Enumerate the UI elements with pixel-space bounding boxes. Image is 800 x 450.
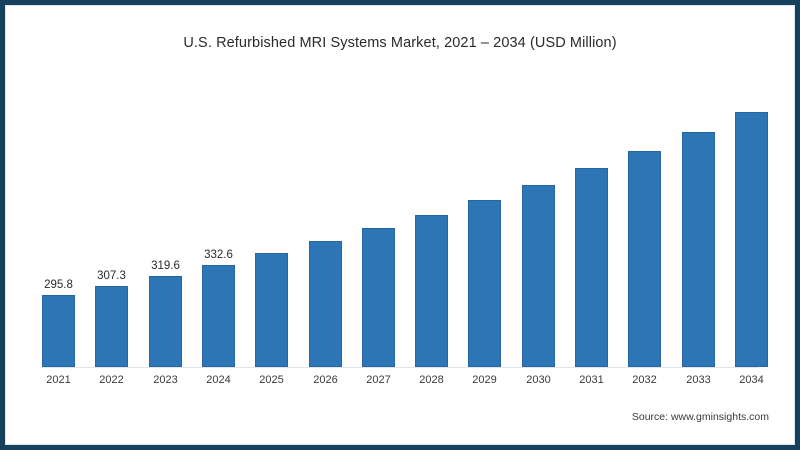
bar-group-2027: [362, 100, 395, 367]
x-tick-2025: 2025: [259, 374, 284, 386]
bar-group-2031: [575, 100, 608, 367]
bar-2027[interactable]: [362, 228, 395, 367]
x-tick-2022: 2022: [99, 374, 124, 386]
source-note: Source: www.gminsights.com: [631, 411, 769, 423]
bar-2034[interactable]: [735, 112, 768, 367]
bar-2025[interactable]: [255, 253, 288, 367]
x-tick-2030: 2030: [526, 374, 551, 386]
bar-2023[interactable]: 319.6: [149, 260, 182, 367]
x-tick-2023: 2023: [153, 374, 178, 386]
x-axis-line: [42, 367, 759, 368]
bar-group-2024: 332.6: [202, 100, 235, 367]
bar-group-2030: [522, 100, 555, 367]
bar-2024[interactable]: 332.6: [202, 249, 235, 367]
bar-group-2034: [735, 100, 768, 367]
bar-group-2025: [255, 100, 288, 367]
bar-2032[interactable]: [628, 151, 661, 367]
x-tick-2031: 2031: [579, 374, 604, 386]
x-tick-2021: 2021: [46, 374, 71, 386]
x-tick-2034: 2034: [739, 374, 764, 386]
bar-group-2033: [682, 100, 715, 367]
bar-value-label-2023: 319.6: [151, 260, 180, 272]
chart-title: U.S. Refurbished MRI Systems Market, 202…: [183, 35, 617, 51]
bar-2026[interactable]: [309, 241, 342, 367]
bar-group-2022: 307.3: [95, 100, 128, 367]
bar-value-label-2022: 307.3: [97, 270, 126, 282]
bar-2031[interactable]: [575, 168, 608, 367]
x-tick-2029: 2029: [472, 374, 497, 386]
x-tick-2033: 2033: [686, 374, 711, 386]
bar-group-2032: [628, 100, 661, 367]
bar-2021[interactable]: 295.8: [42, 279, 75, 367]
x-axis-tick-labels: 2021 2022 2023 2024 2025 2026 2027 2028 2029 2030…: [42, 374, 768, 394]
bar-value-label-2024: 332.6: [204, 249, 233, 261]
bar-group-2021: 295.8: [42, 100, 75, 367]
x-tick-2028: 2028: [419, 374, 444, 386]
bar-group-2029: [468, 100, 501, 367]
x-tick-2027: 2027: [366, 374, 391, 386]
bar-2029[interactable]: [468, 200, 501, 367]
bar-2028[interactable]: [415, 215, 448, 367]
plot-area: 295.8 307.3 319.6 332.6: [42, 100, 768, 367]
bar-2033[interactable]: [682, 132, 715, 367]
bar-group-2026: [309, 100, 342, 367]
bar-group-2023: 319.6: [149, 100, 182, 367]
bar-group-2028: [415, 100, 448, 367]
x-tick-2026: 2026: [313, 374, 338, 386]
bar-2022[interactable]: 307.3: [95, 270, 128, 367]
bar-2030[interactable]: [522, 185, 555, 367]
x-tick-2024: 2024: [206, 374, 231, 386]
bar-value-label-2021: 295.8: [44, 279, 73, 291]
x-tick-2032: 2032: [632, 374, 657, 386]
